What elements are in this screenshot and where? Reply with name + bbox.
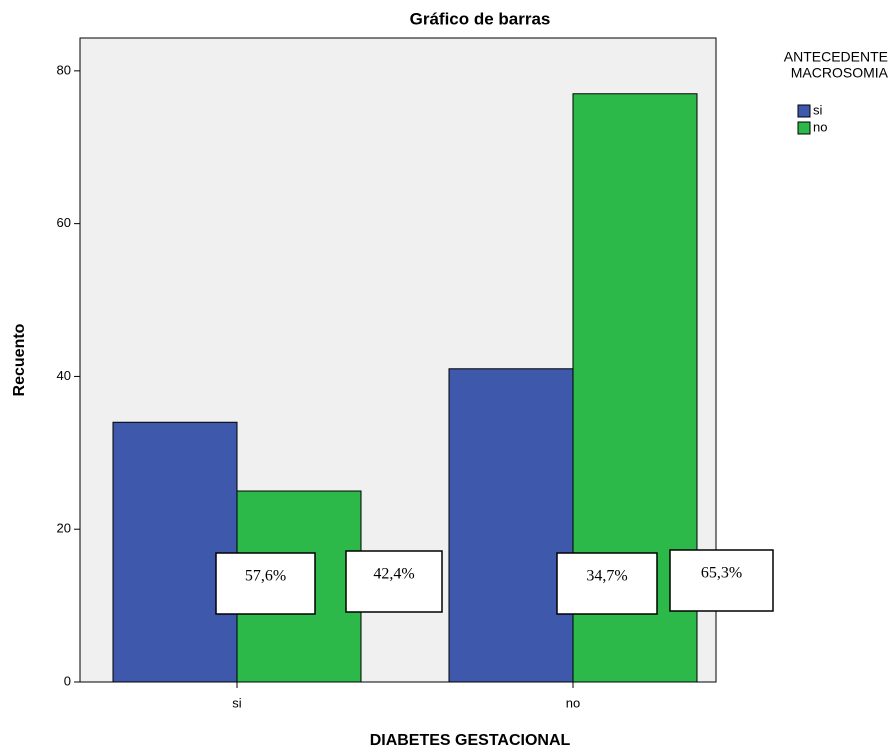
y-axis-label: Recuento xyxy=(11,323,28,396)
x-axis-label: DIABETES GESTACIONAL xyxy=(370,732,571,749)
y-tick-label: 60 xyxy=(57,215,71,230)
annotation-box xyxy=(669,549,774,612)
annotation: 34,7% xyxy=(586,568,627,585)
x-tick-label: no xyxy=(566,695,580,710)
legend-title: MACROSOMIA xyxy=(791,65,889,81)
annotation-box xyxy=(345,550,443,613)
legend-label: no xyxy=(813,119,827,134)
y-tick-label: 0 xyxy=(64,673,71,688)
annotation-box xyxy=(215,552,316,615)
x-tick-label: si xyxy=(232,695,242,710)
y-tick-label: 80 xyxy=(57,62,71,77)
annotation: 42,4% xyxy=(373,566,414,583)
legend-title: ANTECEDENTE xyxy=(784,49,888,65)
bar xyxy=(448,368,574,683)
legend-swatch xyxy=(797,104,811,118)
chart-title: Gráfico de barras xyxy=(410,9,551,28)
bar xyxy=(112,421,238,683)
y-tick-label: 40 xyxy=(57,368,71,383)
annotation-box xyxy=(556,552,658,615)
legend-swatch xyxy=(797,121,811,135)
annotation: 65,3% xyxy=(701,565,742,582)
y-tick-label: 20 xyxy=(57,521,71,536)
legend-label: si xyxy=(813,102,823,117)
annotation: 57,6% xyxy=(245,568,286,585)
